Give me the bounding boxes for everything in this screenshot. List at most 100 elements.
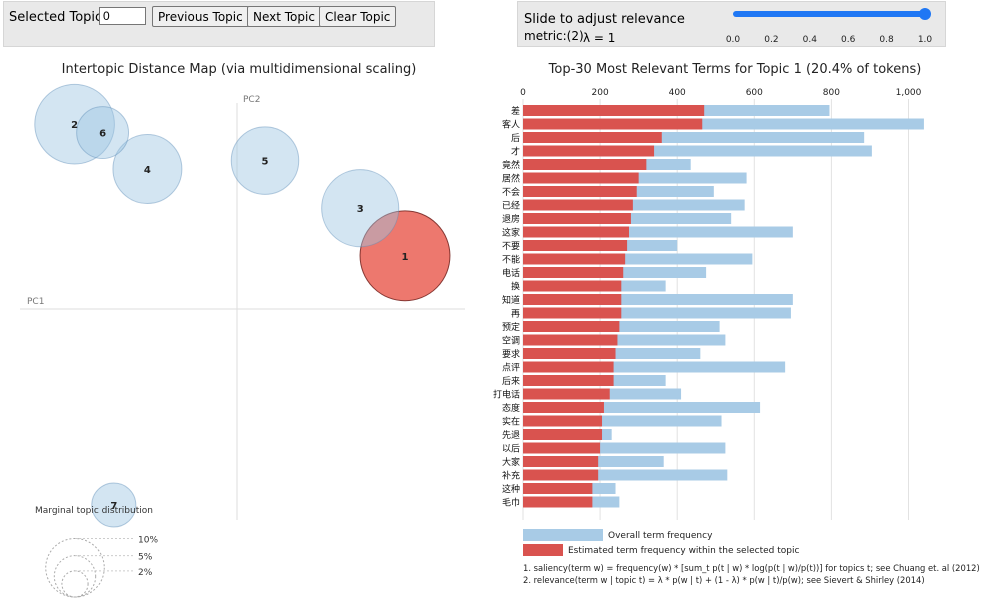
topic-bubble-6[interactable] (76, 106, 130, 160)
term-label[interactable]: 才 (511, 146, 520, 158)
bar-chart-title: Top-30 Most Relevant Terms for Topic 1 (… (548, 62, 922, 77)
overall-frequency-bar[interactable] (523, 132, 865, 143)
topic-bubble-2[interactable] (34, 83, 115, 165)
term-label[interactable]: 客人 (502, 119, 520, 131)
term-label[interactable]: 后来 (502, 376, 520, 387)
topic-frequency-bar[interactable] (523, 294, 622, 305)
overall-frequency-bar[interactable] (523, 415, 722, 427)
term-label[interactable]: 退房 (502, 213, 520, 225)
overall-frequency-bar[interactable] (523, 253, 753, 265)
term-label[interactable]: 要求 (502, 348, 520, 360)
term-label[interactable]: 不能 (502, 254, 520, 266)
topic-label-1[interactable]: 1 (402, 252, 409, 263)
topic-frequency-bar[interactable] (523, 105, 705, 116)
topic-frequency-bar[interactable] (523, 334, 618, 346)
overall-frequency-bar[interactable] (523, 361, 786, 373)
term-label[interactable]: 补充 (502, 470, 520, 482)
selected-topic-input[interactable] (99, 7, 146, 25)
overall-frequency-bar[interactable] (523, 199, 745, 211)
topic-frequency-bar[interactable] (523, 456, 599, 467)
overall-frequency-bar[interactable] (523, 402, 761, 413)
overall-frequency-bar[interactable] (523, 307, 791, 319)
topic-frequency-bar[interactable] (523, 415, 603, 427)
topic-frequency-bar[interactable] (523, 321, 620, 332)
topic-frequency-bar[interactable] (523, 226, 630, 238)
topic-frequency-bar[interactable] (523, 199, 633, 211)
term-label[interactable]: 居然 (502, 173, 520, 185)
topic-frequency-bar[interactable] (523, 388, 610, 400)
term-label[interactable]: 毛巾 (502, 497, 520, 509)
slider-metric-label: metric:(2) (524, 29, 584, 43)
term-label[interactable]: 已经 (502, 200, 520, 212)
topic-frequency-bar[interactable] (523, 159, 647, 170)
topic-frequency-bar[interactable] (523, 361, 614, 373)
size-legend-circle (61, 570, 89, 598)
overall-frequency-bar[interactable] (523, 334, 726, 346)
topic-label-5[interactable]: 5 (262, 157, 269, 168)
topic-bubble-5[interactable] (230, 126, 300, 195)
term-label[interactable]: 再 (511, 309, 520, 320)
term-label[interactable]: 打电话 (493, 389, 520, 401)
topic-bubble-1[interactable] (359, 210, 451, 302)
term-label[interactable]: 差 (511, 105, 520, 117)
topic-frequency-bar[interactable] (523, 132, 662, 143)
topic-frequency-bar[interactable] (523, 348, 616, 359)
topic-frequency-bar[interactable] (523, 253, 626, 265)
term-label[interactable]: 大家 (502, 456, 520, 468)
term-label[interactable]: 后 (511, 133, 520, 144)
clear-topic-button[interactable]: Clear Topic (319, 6, 397, 27)
topic-label-2[interactable]: 2 (71, 120, 78, 131)
topic-frequency-bar[interactable] (523, 483, 593, 494)
topic-frequency-bar[interactable] (523, 469, 599, 481)
term-label[interactable]: 态度 (502, 402, 520, 414)
topic-frequency-bar[interactable] (523, 145, 655, 157)
topic-frequency-bar[interactable] (523, 442, 601, 454)
term-label[interactable]: 不会 (502, 186, 520, 198)
topic-frequency-bar[interactable] (523, 186, 637, 197)
overall-frequency-bar[interactable] (523, 226, 793, 238)
topic-frequency-bar[interactable] (523, 402, 604, 413)
topic-label-3[interactable]: 3 (357, 204, 364, 215)
relevance-slider[interactable]: 0.0 0.2 0.4 0.6 0.8 1.0 (718, 2, 978, 48)
map-title: Intertopic Distance Map (via multidimens… (62, 62, 417, 77)
overall-frequency-bar[interactable] (523, 442, 726, 454)
term-label[interactable]: 换 (511, 281, 520, 293)
term-label[interactable]: 实在 (502, 416, 520, 428)
topic-frequency-bar[interactable] (523, 280, 622, 292)
term-label[interactable]: 不要 (502, 241, 520, 252)
topic-label-7[interactable]: 7 (110, 501, 117, 512)
term-label[interactable]: 这种 (502, 483, 520, 495)
overall-frequency-bar[interactable] (523, 118, 924, 130)
topic-frequency-bar[interactable] (523, 429, 603, 440)
topic-frequency-bar[interactable] (523, 375, 614, 386)
term-label[interactable]: 空调 (502, 335, 520, 347)
legend-swatch-topic (523, 544, 563, 556)
topic-bubble-3[interactable] (321, 169, 400, 248)
overall-frequency-bar[interactable] (523, 294, 793, 305)
term-label[interactable]: 预定 (502, 321, 520, 333)
topic-label-6[interactable]: 6 (99, 129, 106, 140)
overall-frequency-bar[interactable] (523, 469, 728, 481)
topic-frequency-bar[interactable] (523, 213, 631, 224)
term-label[interactable]: 知道 (502, 294, 520, 306)
topic-bubble-4[interactable] (112, 134, 183, 204)
topic-bubble-7[interactable] (91, 482, 137, 528)
topic-label-4[interactable]: 4 (144, 165, 151, 176)
term-label[interactable]: 电话 (502, 267, 520, 279)
slider-knob[interactable] (919, 8, 931, 20)
topic-frequency-bar[interactable] (523, 172, 639, 184)
overall-frequency-bar[interactable] (523, 145, 872, 157)
term-label[interactable]: 竟然 (502, 159, 520, 171)
overall-frequency-bar[interactable] (523, 321, 720, 332)
previous-topic-button[interactable]: Previous Topic (152, 6, 249, 27)
topic-frequency-bar[interactable] (523, 307, 622, 319)
topic-frequency-bar[interactable] (523, 118, 703, 130)
term-label[interactable]: 这家 (502, 227, 520, 239)
term-label[interactable]: 先退 (502, 429, 520, 441)
topic-frequency-bar[interactable] (523, 496, 593, 508)
topic-frequency-bar[interactable] (523, 267, 624, 278)
term-label[interactable]: 以后 (502, 444, 520, 455)
slider-track[interactable] (733, 11, 925, 17)
topic-frequency-bar[interactable] (523, 240, 628, 251)
term-label[interactable]: 点评 (502, 363, 520, 374)
